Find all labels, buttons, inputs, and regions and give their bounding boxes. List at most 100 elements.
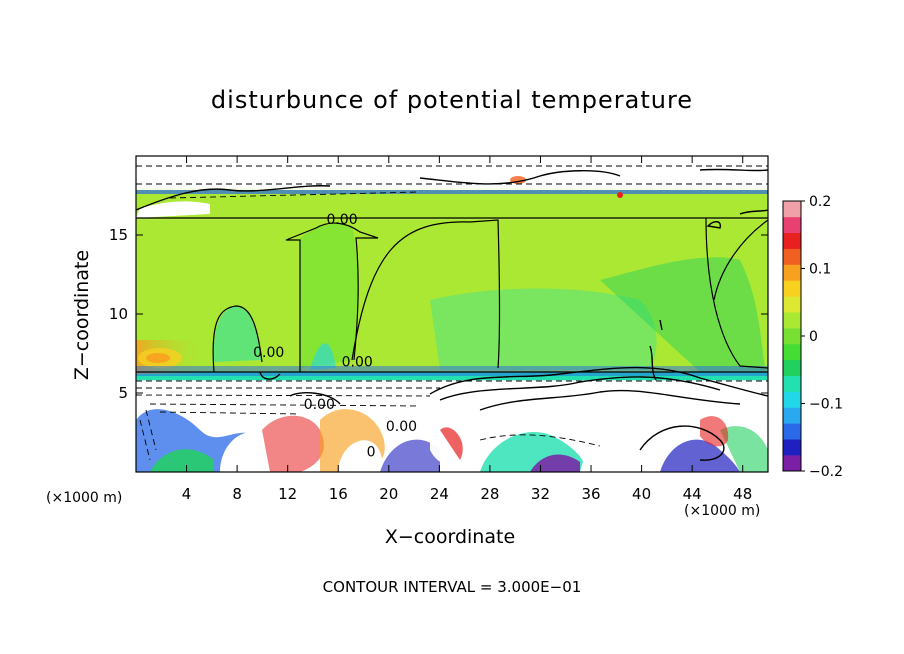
colorbar-swatch-5 [783, 375, 801, 392]
contour-label-4: 0.00 [386, 419, 417, 435]
x-tick-label-3: 16 [329, 485, 348, 503]
lower-bl-2 [150, 449, 214, 472]
colorbar-swatch-14 [783, 232, 801, 249]
y-tick-label-0: 5 [118, 384, 128, 402]
x-tick-label-10: 44 [683, 485, 702, 503]
field-band-3 [136, 372, 768, 381]
contour-dashed-5 [159, 411, 301, 415]
contour-zero-lobe-b [285, 222, 379, 372]
x-axis-unit: (×1000 m) [684, 503, 761, 519]
colorbar-tick-label-4: −0.2 [809, 464, 843, 480]
y-tick-label-2: 15 [109, 226, 128, 244]
y-ticks: 5 10 15 [109, 226, 768, 402]
contour-zero-lobe-a [212, 305, 263, 373]
x-tick-label-2: 12 [278, 485, 297, 503]
contour-zero-right [705, 217, 768, 369]
x-tick-label-11: 48 [733, 485, 752, 503]
lower-bl-13 [660, 439, 740, 472]
contour-interval-note: CONTOUR INTERVAL = 3.000E−01 [322, 578, 582, 596]
colorbar-swatch-9 [783, 312, 801, 329]
lower-bl-12 [580, 422, 652, 472]
x-tick-label-6: 28 [480, 485, 499, 503]
contour-zero-lobe-c [351, 219, 501, 369]
contour-dense-12 [289, 392, 341, 405]
cool-lobe-3 [310, 343, 336, 370]
y-tick-label-1: 10 [109, 305, 128, 323]
contour-lines [136, 165, 768, 461]
colorbar: 0.2 0.1 0 −0.1 −0.2 [782, 194, 843, 480]
colorbar-swatch-3 [783, 407, 801, 424]
x-tick-label-1: 8 [232, 485, 242, 503]
top-layer-2 [136, 190, 768, 194]
colorbar-swatch-13 [783, 248, 801, 265]
top-warm-spot-2 [617, 192, 623, 198]
lower-bl-3 [220, 431, 275, 472]
contour-dense-3 [479, 389, 741, 411]
colorbar-swatch-11 [783, 280, 801, 297]
warm-core-left-inner [146, 353, 170, 363]
x-ticks: 4 8 12 16 20 24 28 32 36 40 44 48 [182, 156, 752, 503]
colorbar-swatch-15 [783, 216, 801, 234]
top-layer-3 [136, 201, 210, 218]
x-tick-label-5: 24 [430, 485, 449, 503]
top-layer-1 [136, 170, 768, 190]
contour-dashed-3 [136, 394, 431, 397]
contour-zero-right-2 [713, 219, 768, 301]
cool-lobe-1 [213, 305, 262, 362]
lower-bl-14 [720, 426, 768, 472]
contour-dense-4 [639, 425, 725, 461]
cold-band [136, 366, 768, 376]
contour-label-5: 0 [367, 444, 376, 460]
contour-dashed-group [136, 165, 768, 461]
chart-title: disturbunce of potential temperature [210, 86, 694, 114]
colorbar-swatch-6 [783, 359, 801, 377]
colorbar-swatch-7 [783, 343, 801, 361]
contour-dashed-9 [479, 434, 601, 447]
colorbar-swatch-8 [783, 328, 801, 345]
x-tick-label-0: 4 [182, 485, 192, 503]
x-tick-label-8: 36 [581, 485, 600, 503]
contour-dense-11 [259, 371, 281, 380]
x-tick-label-7: 32 [531, 485, 550, 503]
contour-dashed-4 [149, 403, 421, 407]
cool-lobe-5 [600, 257, 766, 372]
contour-dense-2 [439, 376, 721, 401]
contour-dense-7 [419, 170, 621, 185]
x-axis-label: X−coordinate [384, 526, 516, 548]
contour-dense-1 [429, 366, 768, 397]
contour-dashed-10 [139, 409, 157, 461]
field-layer [136, 156, 768, 472]
contour-label-2: 0.00 [342, 354, 373, 370]
contour-dense-9 [739, 209, 768, 215]
contour-labels: 0.00 0.00 0.00 0.00 0.00 0 [253, 212, 417, 460]
lower-bl-7 [380, 439, 440, 472]
contour-dense-10 [706, 221, 722, 229]
contour-dense-group [136, 168, 768, 461]
colorbar-swatch-16 [783, 201, 801, 218]
contour-dense-8 [699, 168, 768, 172]
lower-bl-4 [262, 415, 324, 472]
contour-dense-6 [136, 185, 331, 211]
lower-bl-11 [530, 454, 580, 472]
cool-lobe-2 [300, 223, 358, 368]
colorbar-swatch-12 [783, 264, 801, 281]
colorbar-swatch-4 [783, 391, 801, 408]
colorbar-tick-label-2: 0 [809, 329, 818, 345]
cool-lobe-4 [430, 288, 657, 370]
colorbar-tick-label-0: 0.2 [809, 194, 831, 210]
lower-bl-9 [440, 427, 463, 460]
lower-bl-6 [338, 440, 383, 472]
colorbar-tick-label-1: 0.1 [809, 262, 831, 278]
contour-label-1: 0.00 [253, 345, 284, 361]
y-axis-unit: (×1000 m) [46, 490, 123, 506]
x-tick-label-9: 40 [632, 485, 651, 503]
field-texture [136, 170, 768, 472]
colorbar-swatch-0 [783, 455, 801, 472]
colorbar-swatch-10 [783, 296, 801, 313]
contour-label-3: 0.00 [304, 397, 335, 413]
contour-label-0: 0.00 [326, 212, 357, 228]
colorbar-tick-label-3: −0.1 [809, 397, 843, 413]
contour-dense-5 [649, 319, 663, 381]
colorbar-swatch-1 [783, 439, 801, 456]
lower-bl-15 [700, 416, 729, 447]
